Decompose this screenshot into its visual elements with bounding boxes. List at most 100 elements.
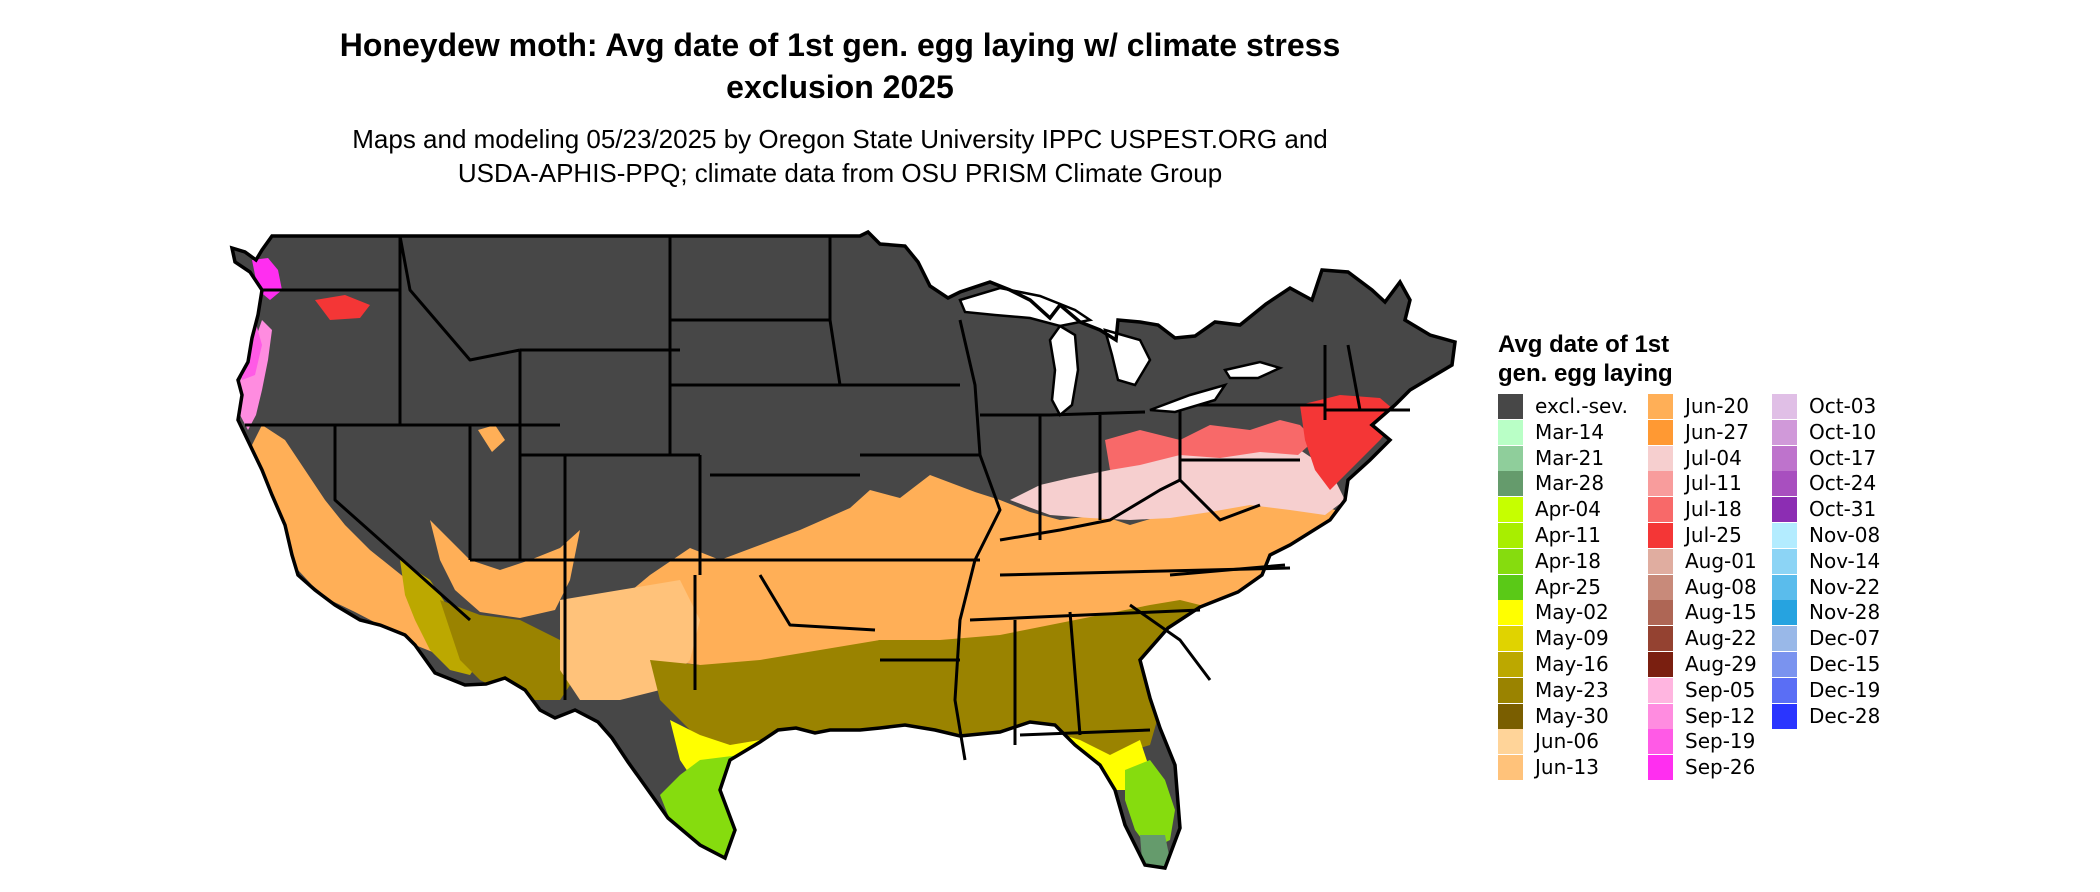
legend-label: Mar-21 [1535,445,1605,470]
border-va-wv [1178,478,1261,522]
legend-label: Nov-14 [1809,548,1881,573]
legend-swatch [1772,548,1797,574]
legend-swatch [1772,600,1797,626]
legend-label: Oct-10 [1809,419,1877,444]
zone-nevada-fringe [430,520,580,618]
great-lakes [958,286,1284,417]
legend-label: Jun-06 [1535,729,1599,754]
border-vt-nh [1346,344,1362,411]
legend-label: Aug-08 [1685,574,1757,599]
lake-ontario [1223,360,1284,380]
legend-swatch [1648,471,1673,497]
border-mississippi-river [953,319,1002,761]
legend-label: Oct-31 [1809,497,1877,522]
legend-swatch [1498,497,1523,523]
lake-erie [1149,382,1228,414]
legend-swatch [1772,677,1797,703]
legend-swatch [1772,419,1797,445]
map-subtitle: Maps and modeling 05/23/2025 by Oregon S… [250,122,1430,190]
legend-label: Dec-19 [1809,677,1881,702]
legend-swatch [1648,548,1673,574]
border-mi-in-oh [1049,410,1146,417]
legend-label: Aug-29 [1685,651,1757,676]
legend-swatch [1648,394,1673,419]
border-mt-id [398,235,521,362]
legend-swatch [1498,574,1523,600]
legend-label: Aug-22 [1685,626,1757,651]
legend-swatch [1772,574,1797,600]
zone-utah-patch [478,425,505,452]
legend-label: Jul-25 [1685,522,1742,547]
map-title: Honeydew moth: Avg date of 1st gen. egg … [250,24,1430,108]
legend-swatch [1498,626,1523,652]
legend-label: Sep-05 [1685,677,1756,702]
legend-swatch [1498,522,1523,548]
border-al-ga [1068,611,1082,736]
map-title-line1: Honeydew moth: Avg date of 1st gen. egg … [339,27,1341,63]
zone-northeast-fringe [1105,420,1315,470]
lake-huron [1103,328,1152,387]
legend-label: May-16 [1535,651,1609,676]
legend-label: Nov-22 [1809,574,1881,599]
legend-swatch [1648,419,1673,445]
legend-label: Oct-03 [1809,394,1877,418]
zone-south-florida [1125,760,1175,850]
legend-swatch [1498,755,1523,781]
legend-swatch [1498,394,1523,419]
border-ca-nv [333,425,471,622]
map-subtitle-line1: Maps and modeling 05/23/2025 by Oregon S… [352,124,1328,154]
legend-swatch [1498,445,1523,471]
legend-swatch [1648,574,1673,600]
legend-label: Jun-13 [1535,755,1599,780]
legend-label: Apr-11 [1535,522,1601,547]
zone-ohio-valley [1010,448,1345,520]
legend-label: excl.-sev. [1535,394,1628,418]
legend-label: Apr-25 [1535,574,1601,599]
border-sc-ga [1129,603,1212,681]
legend-title: Avg date of 1st gen. egg laying [1498,330,1758,388]
legend-label: May-23 [1535,677,1609,702]
legend-swatch [1648,729,1673,755]
legend-swatch [1648,600,1673,626]
zone-southeast [650,600,1200,760]
legend-label: Mar-14 [1535,419,1605,444]
legend-swatch [1772,651,1797,677]
legend-swatch [1648,497,1673,523]
legend-swatch [1498,677,1523,703]
legend-swatch [1498,471,1523,497]
legend-label: Nov-08 [1809,522,1881,547]
legend-title-line2: gen. egg laying [1498,360,1673,387]
legend-swatch [1648,677,1673,703]
legend-label: Nov-28 [1809,600,1881,625]
legend-label: Jul-11 [1685,471,1742,496]
border-ok-tx [758,574,876,632]
legend-swatch [1498,703,1523,729]
map-title-line2: exclusion 2025 [726,69,954,105]
legend-swatch [1772,497,1797,523]
legend-label: Jun-20 [1685,394,1749,418]
legend-label: Oct-24 [1809,471,1877,496]
legend-swatch [1648,445,1673,471]
lake-superior [958,286,1094,328]
legend-label: Apr-18 [1535,548,1601,573]
legend-swatch [1772,471,1797,497]
legend-label: May-09 [1535,626,1609,651]
border-tn-south [969,608,1201,622]
legend-swatch [1648,703,1673,729]
border-mn-west [828,236,842,386]
legend-swatch [1772,394,1797,419]
border-ohio-river [999,478,1181,542]
legend-swatch [1498,729,1523,755]
legend-swatch [1772,445,1797,471]
legend-label: May-30 [1535,703,1609,728]
legend-label: Jun-27 [1685,419,1749,444]
legend-swatch [1498,548,1523,574]
legend-label: Mar-28 [1535,471,1605,496]
legend-label: Jul-18 [1685,497,1742,522]
map-subtitle-line2: USDA-APHIS-PPQ; climate data from OSU PR… [457,158,1223,188]
legend-label: May-02 [1535,600,1609,625]
border-ga-fl [1019,728,1151,737]
legend-swatch [1648,651,1673,677]
legend-swatch [1648,522,1673,548]
